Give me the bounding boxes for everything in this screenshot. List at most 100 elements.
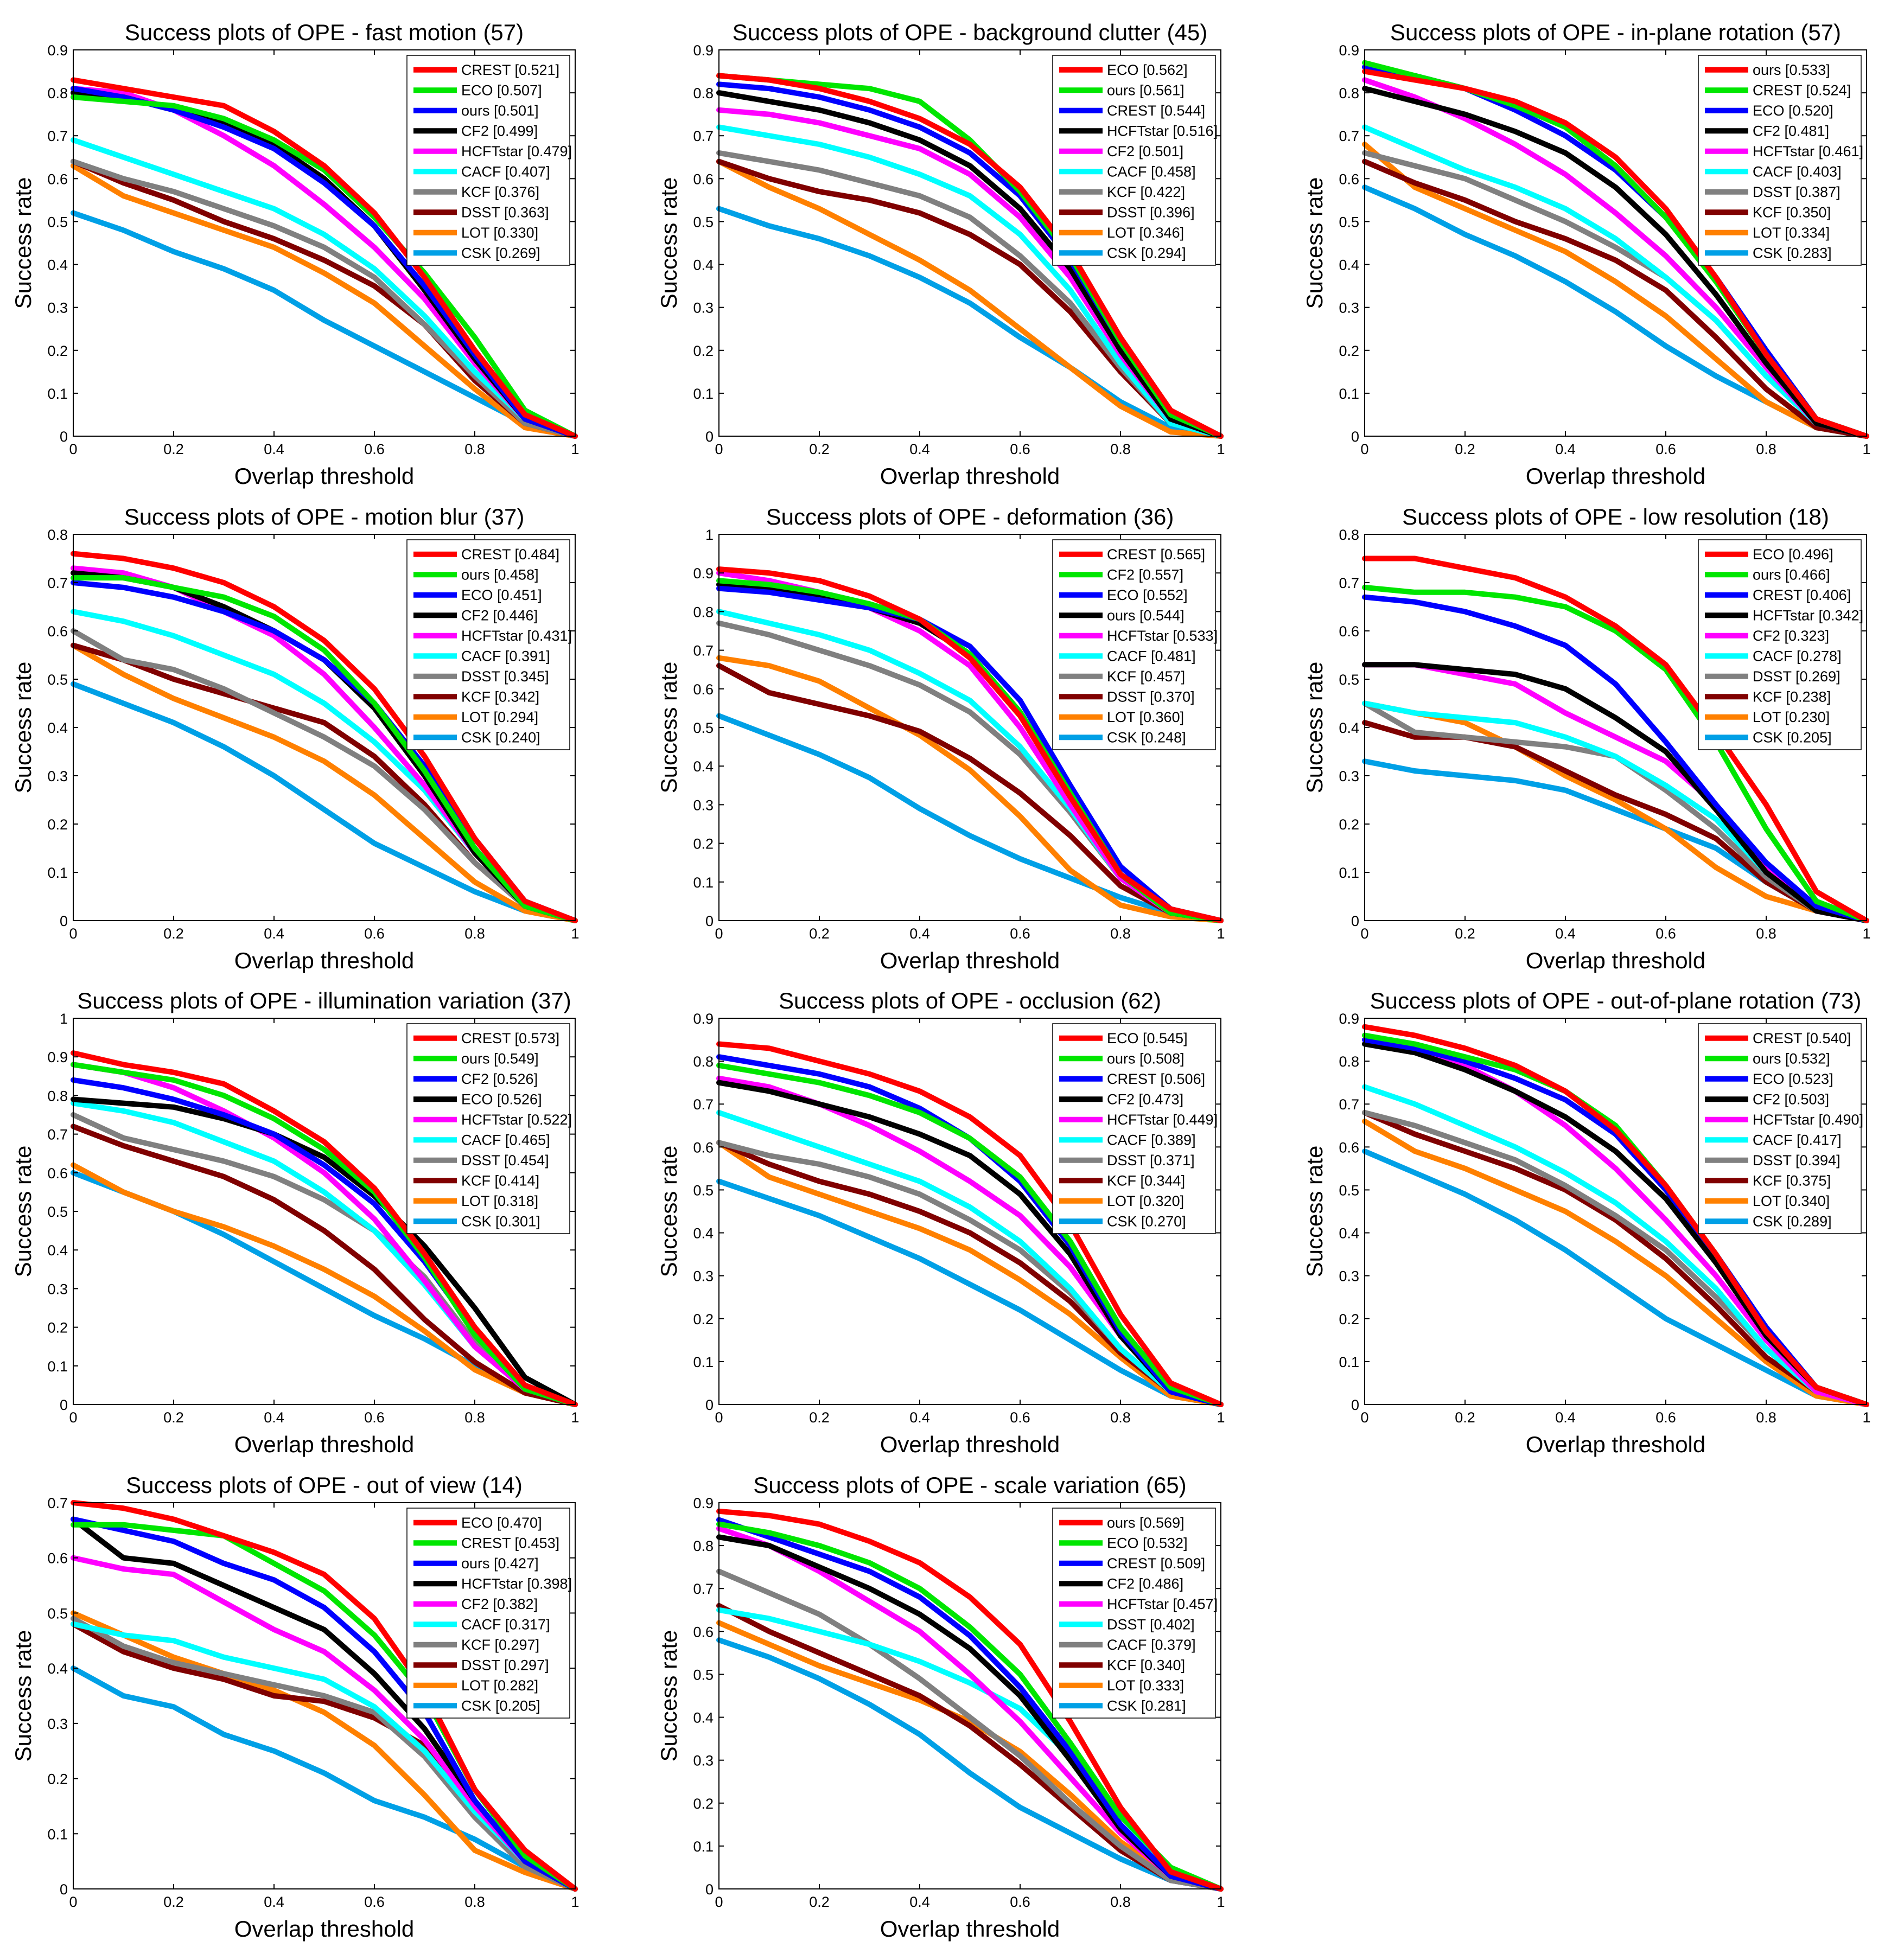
x-axis: 0 0.2 0.4 0.6 0.8 1 <box>1360 534 1871 942</box>
x-tick-label: 0 <box>715 1894 723 1910</box>
legend-entry: KCF [0.342] <box>461 688 539 705</box>
y-tick-label: 0.4 <box>47 1661 68 1677</box>
y-tick-label: 1 <box>60 1011 68 1027</box>
legend: CREST [0.540] ours [0.532] ECO [0.523] CF2 … <box>1698 1023 1863 1234</box>
series-line <box>1362 1024 1869 1407</box>
y-tick-label: 0.5 <box>47 1204 68 1220</box>
legend-entry: DSST [0.454] <box>461 1152 549 1169</box>
legend-entry: ECO [0.526] <box>461 1091 542 1107</box>
legend-entry: CACF [0.389] <box>1107 1132 1196 1148</box>
y-tick-label: 0 <box>60 429 68 445</box>
y-tick-label: 0.7 <box>47 1127 68 1143</box>
y-tick-label: 0.6 <box>47 171 68 187</box>
x-tick-label: 0 <box>715 925 723 942</box>
y-tick-label: 0.5 <box>47 1605 68 1621</box>
legend-entry: LOT [0.318] <box>461 1193 538 1209</box>
legend-entry: LOT [0.333] <box>1107 1677 1184 1694</box>
x-tick-label: 0 <box>69 925 77 942</box>
x-tick-label: 0.2 <box>163 441 184 457</box>
legend-entry: ours [0.569] <box>1107 1515 1185 1531</box>
legend-entry: HCFTstar [0.533] <box>1107 628 1218 644</box>
legend-entry: DSST [0.371] <box>1107 1152 1195 1169</box>
y-tick-label: 0.2 <box>693 343 714 359</box>
x-axis-label: Overlap threshold <box>1526 948 1706 973</box>
series-line <box>71 163 578 439</box>
y-tick-label: 0.1 <box>1339 1354 1359 1370</box>
series-line <box>71 94 578 439</box>
plot-area-frame <box>718 1018 1221 1405</box>
x-tick-label: 0.4 <box>909 441 930 457</box>
chart-title: Success plots of OPE - deformation (36) <box>766 504 1174 529</box>
series-line <box>71 1610 578 1892</box>
y-tick-label: 0.8 <box>693 85 714 101</box>
x-axis: 0 0.2 0.4 0.6 0.8 1 <box>715 50 1225 457</box>
series-lines <box>71 77 578 439</box>
y-axis-label: Success rate <box>656 1146 682 1278</box>
x-tick-label: 0.2 <box>163 925 184 942</box>
y-tick-label: 0.7 <box>47 128 68 144</box>
legend-entry: CSK [0.301] <box>461 1213 540 1229</box>
y-tick-label: 0.9 <box>693 1011 714 1027</box>
y-tick-label: 0 <box>60 1881 68 1898</box>
x-axis-label: Overlap threshold <box>1526 463 1706 489</box>
legend-entry: ECO [0.545] <box>1107 1030 1188 1046</box>
y-tick-label: 0.2 <box>47 343 68 359</box>
legend-entry: CSK [0.294] <box>1107 245 1186 261</box>
x-tick-label: 0.2 <box>809 1894 830 1910</box>
y-tick-label: 0.6 <box>47 1165 68 1182</box>
y-tick-label: 0.6 <box>693 1139 714 1155</box>
y-tick-label: 0.7 <box>693 1581 714 1597</box>
x-tick-label: 1 <box>1862 925 1870 942</box>
series-line <box>1362 1037 1869 1407</box>
legend-entry: KCF [0.344] <box>1107 1172 1185 1189</box>
legend-entry: CACF [0.465] <box>461 1132 550 1148</box>
series-line <box>71 1516 578 1892</box>
series-line <box>1362 1110 1869 1407</box>
legend-entry: DSST [0.297] <box>461 1657 549 1673</box>
series-lines <box>716 1508 1224 1892</box>
y-axis: 0 0.1 0.2 0.3 0.4 0.5 0.6 0.7 0.8 <box>47 527 575 929</box>
x-tick-label: 1 <box>571 925 579 942</box>
legend-entry: CREST [0.540] <box>1753 1030 1851 1046</box>
legend-entry: CACF [0.417] <box>1753 1132 1842 1148</box>
y-tick-label: 0.4 <box>1339 1225 1359 1242</box>
y-axis: 0 0.1 0.2 0.3 0.4 0.5 0.6 0.7 0.8 0.9 <box>1339 42 1867 445</box>
series-line <box>716 73 1224 439</box>
series-lines <box>716 566 1224 923</box>
legend-entry: CREST [0.565] <box>1107 546 1205 563</box>
legend-entry: CACF [0.317] <box>461 1616 550 1632</box>
y-tick-label: 0.7 <box>1339 575 1359 591</box>
legend-entry: CACF [0.407] <box>461 163 550 180</box>
y-tick-label: 0.2 <box>1339 343 1359 359</box>
legend-entry: CACF [0.458] <box>1107 163 1196 180</box>
series-line <box>716 1637 1224 1892</box>
y-tick-label: 0.2 <box>47 1771 68 1787</box>
legend: CREST [0.521] ECO [0.507] ours [0.501] CF2 … <box>406 55 572 266</box>
y-tick-label: 0.9 <box>1339 1011 1359 1027</box>
y-axis: 0 0.1 0.2 0.3 0.4 0.5 0.6 0.7 0.8 0.9 <box>693 1495 1221 1898</box>
chart-panel-10: Success plots of OPE - scale variation (… <box>656 1472 1225 1942</box>
chart-panel-4: Success plots of OPE - deformation (36) 0… <box>656 504 1225 973</box>
y-tick-label: 0.2 <box>693 836 714 852</box>
series-line <box>716 1620 1224 1892</box>
y-axis: 0 0.1 0.2 0.3 0.4 0.5 0.6 0.7 0.8 <box>1339 527 1867 929</box>
legend-entry: CREST [0.453] <box>461 1535 559 1551</box>
y-tick-label: 0 <box>705 1397 714 1413</box>
x-tick-label: 0.4 <box>264 1409 284 1426</box>
legend-entry: HCFTstar [0.342] <box>1753 607 1863 623</box>
y-tick-label: 0.3 <box>693 300 714 316</box>
series-lines <box>716 1041 1224 1407</box>
chart-panel-5: Success plots of OPE - low resolution (1… <box>1302 504 1871 973</box>
y-tick-label: 0.1 <box>693 874 714 891</box>
series-line <box>1362 700 1869 923</box>
chart-panel-6: Success plots of OPE - illumination vari… <box>10 988 580 1457</box>
series-line <box>71 1062 578 1407</box>
series-line <box>716 1508 1224 1892</box>
x-axis: 0 0.2 0.4 0.6 0.8 1 <box>69 1018 580 1426</box>
y-tick-label: 0.9 <box>693 565 714 582</box>
legend-entry: ours [0.561] <box>1107 82 1185 98</box>
y-tick-label: 0.2 <box>1339 1311 1359 1327</box>
x-tick-label: 0.6 <box>1010 925 1030 942</box>
series-line <box>1362 1148 1869 1407</box>
